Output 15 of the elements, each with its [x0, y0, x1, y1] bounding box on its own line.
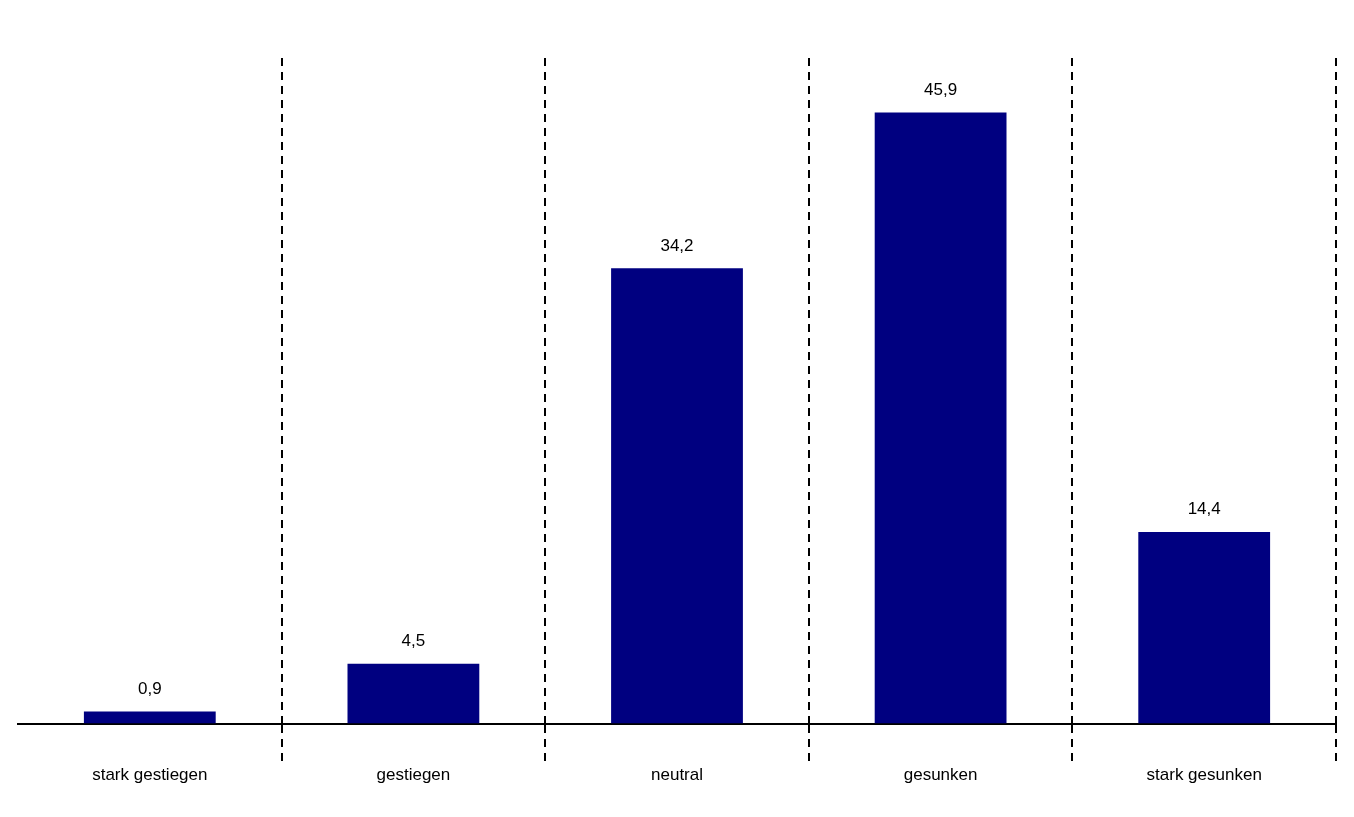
- bar: [611, 268, 743, 724]
- x-tick-label: gestiegen: [376, 765, 451, 785]
- bar: [347, 663, 480, 724]
- data-label: 0,9: [137, 678, 162, 698]
- x-tick-label: stark gesunken: [1146, 765, 1262, 785]
- x-tick-label: stark gestiegen: [92, 765, 208, 785]
- bar: [1138, 531, 1271, 724]
- data-label: 34,2: [660, 235, 694, 255]
- data-label: 14,4: [1187, 499, 1221, 519]
- bar: [83, 711, 216, 724]
- bar: [874, 112, 1007, 724]
- data-label: 45,9: [924, 79, 958, 99]
- data-label: 4,5: [401, 630, 426, 650]
- x-tick-label: neutral: [651, 765, 703, 785]
- x-tick-label: gesunken: [903, 765, 978, 785]
